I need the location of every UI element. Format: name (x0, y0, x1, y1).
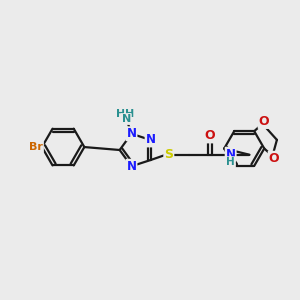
Text: H: H (226, 157, 235, 167)
Text: N: N (122, 114, 131, 124)
Text: H: H (125, 109, 134, 119)
Text: N: N (127, 160, 136, 173)
Text: N: N (146, 134, 156, 146)
Text: O: O (268, 152, 279, 165)
Text: N: N (127, 127, 136, 140)
Text: Br: Br (29, 142, 43, 152)
Text: N: N (226, 148, 236, 160)
Text: S: S (164, 148, 173, 161)
Text: O: O (205, 129, 215, 142)
Text: O: O (259, 115, 269, 128)
Text: H: H (116, 109, 125, 119)
